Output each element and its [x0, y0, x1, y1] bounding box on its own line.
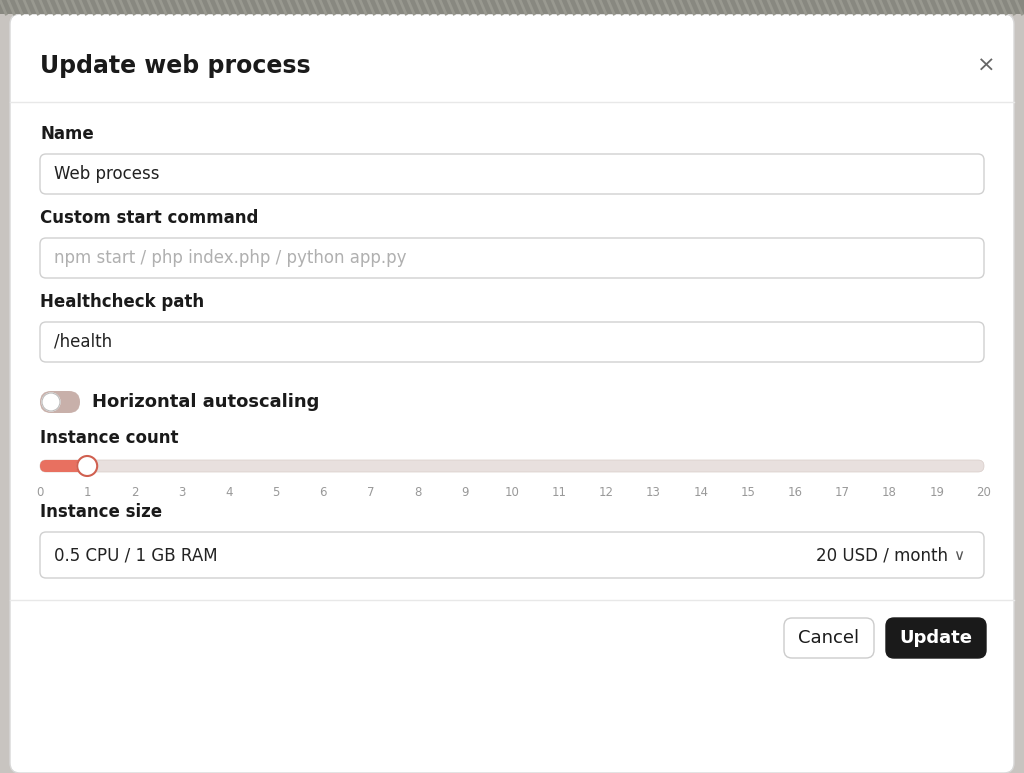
Text: Cancel: Cancel	[799, 629, 859, 647]
FancyBboxPatch shape	[10, 14, 1014, 773]
Bar	[0, 0, 1024, 14]
Text: 12: 12	[599, 486, 614, 499]
Text: 19: 19	[930, 486, 944, 499]
FancyBboxPatch shape	[40, 460, 87, 472]
Text: Horizontal autoscaling: Horizontal autoscaling	[92, 393, 319, 411]
FancyBboxPatch shape	[40, 391, 80, 413]
Text: 20: 20	[977, 486, 991, 499]
Text: Custom start command: Custom start command	[40, 209, 258, 227]
FancyBboxPatch shape	[886, 618, 986, 658]
Text: 14: 14	[693, 486, 709, 499]
Text: ∨: ∨	[953, 547, 964, 563]
Text: 3: 3	[178, 486, 185, 499]
Text: 9: 9	[461, 486, 469, 499]
Text: Update web process: Update web process	[40, 54, 310, 78]
Text: 15: 15	[740, 486, 756, 499]
FancyBboxPatch shape	[40, 460, 984, 472]
Text: Name: Name	[40, 125, 94, 143]
Text: 0: 0	[36, 486, 44, 499]
FancyBboxPatch shape	[40, 154, 984, 194]
Text: 17: 17	[835, 486, 850, 499]
Text: 20 USD / month: 20 USD / month	[816, 546, 948, 564]
Text: 0.5 CPU / 1 GB RAM: 0.5 CPU / 1 GB RAM	[54, 546, 218, 564]
Text: 2: 2	[131, 486, 138, 499]
Text: 16: 16	[787, 486, 803, 499]
Text: npm start / php index.php / python app.py: npm start / php index.php / python app.p…	[54, 249, 407, 267]
Text: 13: 13	[646, 486, 662, 499]
Text: Update: Update	[899, 629, 973, 647]
Text: Web process: Web process	[54, 165, 160, 183]
Text: Healthcheck path: Healthcheck path	[40, 293, 204, 311]
Text: 18: 18	[882, 486, 897, 499]
Text: 4: 4	[225, 486, 232, 499]
FancyBboxPatch shape	[784, 618, 874, 658]
Text: 6: 6	[319, 486, 327, 499]
FancyBboxPatch shape	[40, 532, 984, 578]
Circle shape	[42, 393, 60, 411]
Text: 1: 1	[83, 486, 91, 499]
Text: 8: 8	[414, 486, 421, 499]
Text: Instance count: Instance count	[40, 429, 178, 447]
Text: 11: 11	[552, 486, 566, 499]
Text: Instance size: Instance size	[40, 503, 162, 521]
Text: 5: 5	[272, 486, 280, 499]
Circle shape	[77, 456, 97, 476]
Text: ×: ×	[977, 56, 995, 76]
Text: 7: 7	[367, 486, 374, 499]
Text: /health: /health	[54, 333, 112, 351]
Text: 10: 10	[505, 486, 519, 499]
FancyBboxPatch shape	[40, 238, 984, 278]
FancyBboxPatch shape	[40, 322, 984, 362]
